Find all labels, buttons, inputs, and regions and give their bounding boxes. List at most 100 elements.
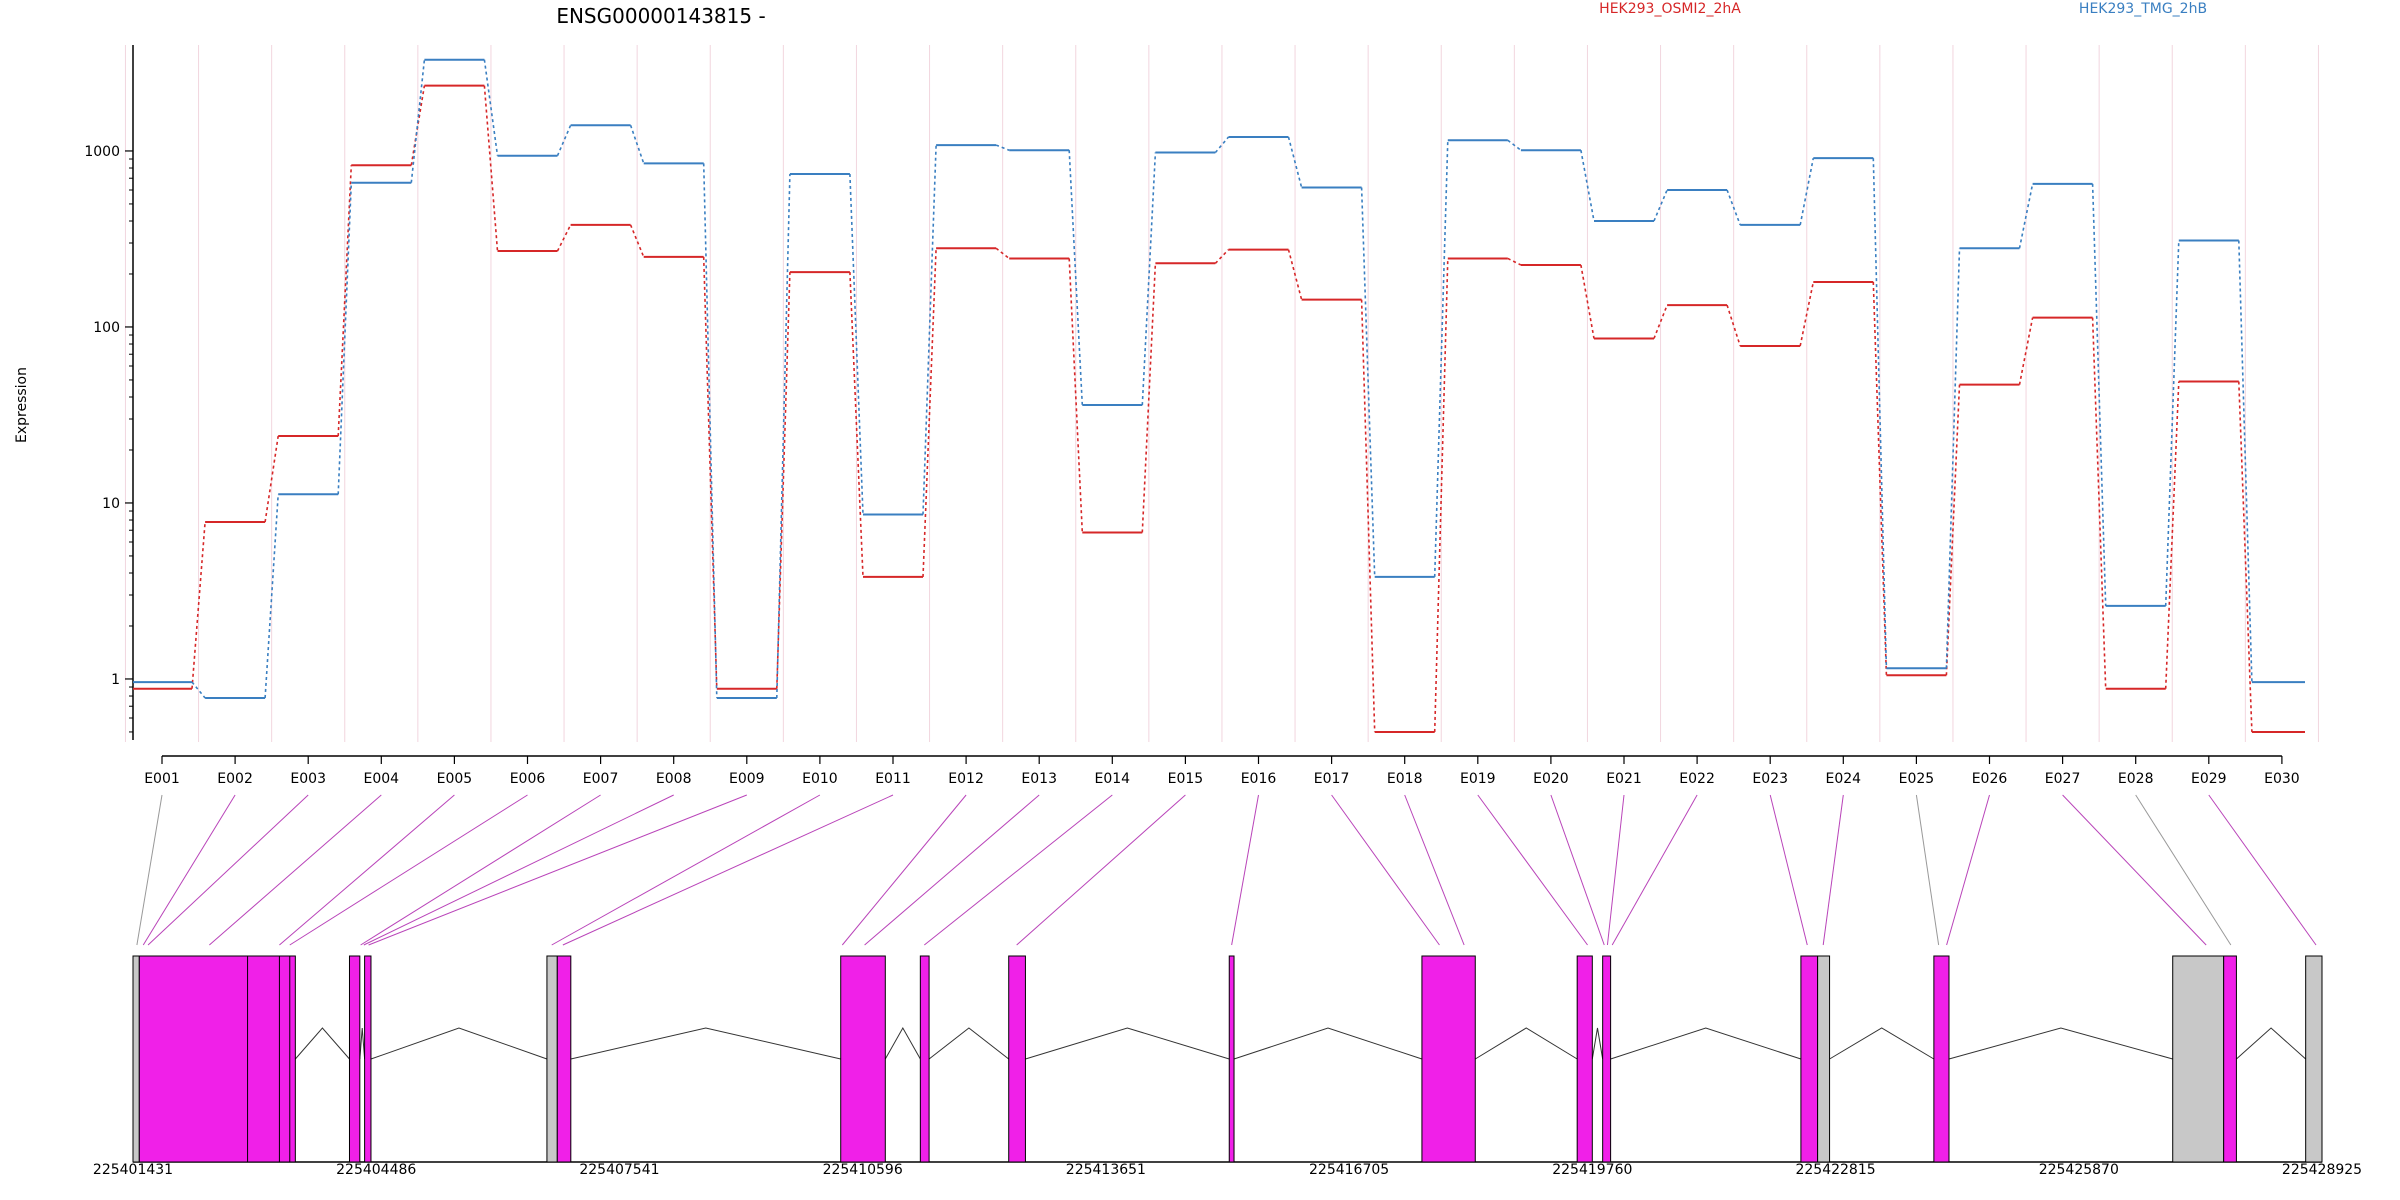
coordinate-label: 225401431: [93, 1162, 173, 1178]
exon-connector: [368, 794, 747, 946]
exon-connectors: [136, 794, 2317, 946]
exon-connector: [1915, 794, 1940, 946]
coordinate-label: 225419760: [1552, 1162, 1632, 1178]
series-connector: [1945, 384, 1961, 676]
series-connector: [702, 256, 718, 689]
exon-connector: [363, 794, 674, 946]
intron-line: [370, 1027, 548, 1060]
exon-connector: [551, 794, 821, 946]
series-connector: [410, 59, 426, 183]
series-connector: [995, 247, 1010, 260]
series-connector: [264, 435, 279, 523]
y-tick-label: 1000: [84, 144, 120, 160]
series-connector: [995, 144, 1010, 151]
series-connector: [1360, 299, 1376, 732]
x-tick-label: E003: [290, 771, 326, 787]
series-connector: [2018, 183, 2034, 249]
exon-box: [2223, 955, 2237, 1163]
exon-connector: [279, 794, 455, 946]
axes: 1 10 100 1000 E001 E002 E003 E004 E005 E006 E007 E0…: [84, 45, 2300, 787]
x-tick-label: E008: [656, 771, 692, 787]
legend-entry-osmi2: HEK293_OSMI2_2hA: [1599, 1, 1741, 17]
series-connector: [849, 173, 864, 515]
x-tick-label: E018: [1387, 771, 1423, 787]
x-tick-label: E017: [1314, 771, 1350, 787]
vertical-grid: [124, 45, 2319, 742]
exon-connector: [1946, 794, 1990, 946]
x-tick-label: E015: [1168, 771, 1204, 787]
exon-connector: [1822, 794, 1844, 946]
intron-line: [928, 1027, 1010, 1060]
exon-connector: [1477, 794, 1588, 946]
series-connector: [1141, 263, 1157, 533]
coordinate-label: 225404486: [336, 1162, 416, 1178]
series-connector: [702, 163, 718, 698]
series-connector: [556, 224, 572, 252]
series-connector: [2238, 381, 2253, 732]
x-tick-label: E007: [583, 771, 619, 787]
coordinate-label: 225425870: [2039, 1162, 2119, 1178]
utr-box: [2305, 955, 2323, 1163]
series-connector: [849, 272, 864, 577]
exon-connector: [1606, 794, 1625, 946]
series-connector: [1580, 150, 1595, 222]
x-tick-label: E029: [2191, 771, 2227, 787]
exon-connector: [2062, 794, 2207, 946]
exon-connector: [2208, 794, 2317, 946]
series-1: [133, 84, 2305, 733]
x-tick-label: E023: [1752, 771, 1788, 787]
exon-box: [1228, 955, 1235, 1163]
series-connector: [1287, 249, 1303, 300]
exon-box: [1602, 955, 1612, 1163]
y-axis-label: Expression: [14, 367, 30, 443]
intron-line: [1948, 1027, 2173, 1060]
coordinate-label: 225413651: [1066, 1162, 1146, 1178]
x-tick-label: E019: [1460, 771, 1496, 787]
y-tick-label: 1: [111, 672, 120, 688]
coordinate-label: 225407541: [579, 1162, 659, 1178]
exon-connector: [562, 794, 894, 946]
series-connector: [2091, 183, 2107, 606]
series-connector: [1433, 258, 1449, 732]
exon-connector: [1016, 794, 1186, 946]
utr-box: [1817, 955, 1831, 1163]
exon-connector: [1769, 794, 1808, 946]
exon-box: [1576, 955, 1593, 1163]
intron-line: [884, 1026, 921, 1060]
series-lines: [133, 58, 2305, 733]
x-tick-label: E027: [2045, 771, 2081, 787]
exon-box: [364, 955, 372, 1163]
exon-connector: [864, 794, 1040, 946]
exon-connector: [209, 794, 382, 946]
series-connector: [1287, 136, 1303, 188]
x-tick-label: E020: [1533, 771, 1569, 787]
exon-connector: [1550, 794, 1605, 946]
x-tick-label: E010: [802, 771, 838, 787]
x-tick-label: E002: [217, 771, 253, 787]
series-connector: [1360, 187, 1376, 577]
legend-entry-tmg: HEK293_TMG_2hB: [2079, 1, 2207, 17]
series-connector: [337, 182, 353, 495]
exon-connector: [142, 794, 236, 946]
x-tick-label: E028: [2118, 771, 2154, 787]
exon-connector: [1404, 794, 1465, 946]
gene-model: 225401431 225404486 225407541 225410596 2254…: [93, 955, 2362, 1178]
series-connector: [1799, 158, 1815, 226]
x-tick-label: E012: [948, 771, 984, 787]
series-connector: [1141, 152, 1157, 406]
x-tick-label: E005: [437, 771, 473, 787]
y-tick-label: 10: [102, 496, 120, 512]
series-connector: [922, 248, 937, 577]
exon-box: [1933, 955, 1950, 1163]
series-connector: [1726, 304, 1741, 347]
intron-line: [1233, 1027, 1423, 1060]
x-tick-label: E030: [2264, 771, 2300, 787]
intron-line: [1025, 1027, 1230, 1060]
series-connector: [1799, 281, 1815, 347]
exon-box: [1800, 955, 1819, 1163]
exon-connector: [1331, 794, 1440, 946]
chart-title: ENSG00000143815 -: [556, 4, 765, 28]
intron-line: [1610, 1027, 1802, 1060]
x-tick-label: E024: [1826, 771, 1862, 787]
